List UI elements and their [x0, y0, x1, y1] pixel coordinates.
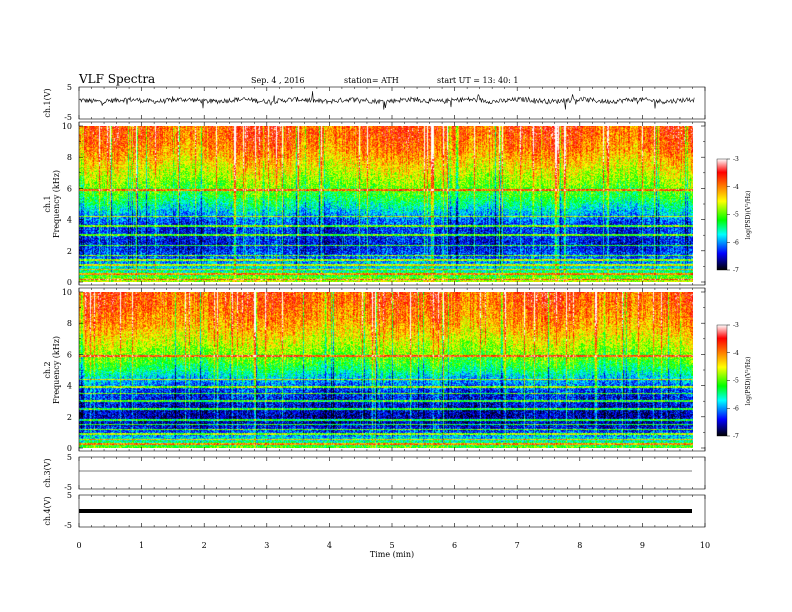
- y-tick-label: 4: [67, 216, 72, 225]
- colorbar-tick-label: -7: [733, 433, 739, 440]
- ch1-waveform-line: [78, 91, 695, 110]
- ch1-waveform-panel: 5 -5 ch.1(V): [43, 83, 706, 122]
- date-label: Sep. 4 , 2016: [251, 76, 305, 85]
- x-tick-label: 2: [202, 541, 207, 550]
- colorbar-tick-label: -4: [733, 184, 739, 191]
- ch1-wave-ylabel: ch.1(V): [43, 88, 52, 117]
- x-tick-label: 6: [452, 541, 457, 550]
- ch3-wave-ytick-bottom: -5: [64, 483, 72, 492]
- x-tick-label: 8: [577, 541, 582, 550]
- colorbar-tick-label: -6: [733, 405, 739, 412]
- ch1-colorbar-label: log(PSD)(V²/Hz): [745, 191, 752, 240]
- station-label: station= ATH: [344, 76, 399, 85]
- ch3-waveform-panel: 5 -5 ch.3(V): [43, 453, 706, 492]
- ch1-wave-ytick-bottom: -5: [64, 113, 72, 122]
- ch1-colorbar: -3 -4 -5 -6 -7 log(PSD)(V²/Hz): [716, 156, 752, 274]
- ch1-spectrogram-image: [79, 126, 693, 282]
- ch2-spec-ylabel: Frequency (kHz): [52, 336, 61, 404]
- x-axis-label: Time (min): [370, 550, 414, 559]
- start-time-label: start UT = 13: 40: 1: [437, 76, 518, 85]
- ch2-colorbar-label: log(PSD)(V²/Hz): [745, 357, 752, 406]
- ch1-wave-ytick-top: 5: [67, 83, 72, 92]
- y-tick-label: 6: [67, 350, 72, 359]
- y-tick-label: 2: [67, 413, 72, 422]
- y-tick-label: 0: [67, 444, 72, 453]
- colorbar-tick-label: -6: [733, 239, 739, 246]
- ch4-wave-ytick-bottom: -5: [64, 521, 72, 530]
- ch2-spectrogram-image: [79, 292, 693, 448]
- x-tick-label: 4: [327, 541, 332, 550]
- colorbar-tick-label: -7: [733, 267, 739, 274]
- ch3-wave-ytick-top: 5: [67, 453, 72, 462]
- y-tick-label: 8: [67, 319, 72, 328]
- x-tick-label: 1: [139, 541, 144, 550]
- colorbar-tick-label: -3: [733, 322, 739, 329]
- ch2-spectrogram-panel: 0 2 4 6 8 10 ch.2 Frequency (kHz): [43, 287, 706, 453]
- x-tick-label: 7: [515, 541, 520, 550]
- x-tick-label: 9: [640, 541, 645, 550]
- ch2-colorbar: -3 -4 -5 -6 -7 log(PSD)(V²/Hz): [716, 322, 752, 440]
- y-tick-label: 10: [62, 288, 72, 297]
- ch1-spec-ylabel: Frequency (kHz): [52, 170, 61, 238]
- colorbar-tick-label: -3: [733, 156, 739, 163]
- colorbar-tick-label: -4: [733, 350, 739, 357]
- ch3-wave-ylabel: ch.3(V): [43, 458, 52, 487]
- x-tick-label: 0: [76, 541, 81, 550]
- ch2-spec-ylabel-top: ch.2: [43, 361, 52, 378]
- ch4-wave-ytick-top: 5: [67, 491, 72, 500]
- ch4-waveform-panel: 5 -5 ch.4(V): [43, 491, 706, 530]
- ch1-spectrogram-panel: 0 2 4 6 8 10 ch.1 Frequency (kHz): [43, 121, 706, 287]
- y-tick-label: 0: [67, 278, 72, 287]
- figure-title: VLF Spectra: [78, 72, 155, 86]
- ch1-spec-ylabel-top: ch.1: [43, 195, 52, 212]
- ch4-wave-ylabel: ch.4(V): [43, 496, 52, 525]
- y-tick-label: 8: [67, 153, 72, 162]
- x-tick-label: 3: [264, 541, 269, 550]
- x-tick-label: 5: [389, 541, 394, 550]
- x-tick-label: 10: [700, 541, 710, 550]
- y-tick-label: 10: [62, 122, 72, 131]
- y-tick-label: 6: [67, 184, 72, 193]
- y-tick-label: 2: [67, 247, 72, 256]
- colorbar-tick-label: -5: [733, 212, 739, 219]
- y-tick-label: 4: [67, 382, 72, 391]
- colorbar-tick-label: -5: [733, 378, 739, 385]
